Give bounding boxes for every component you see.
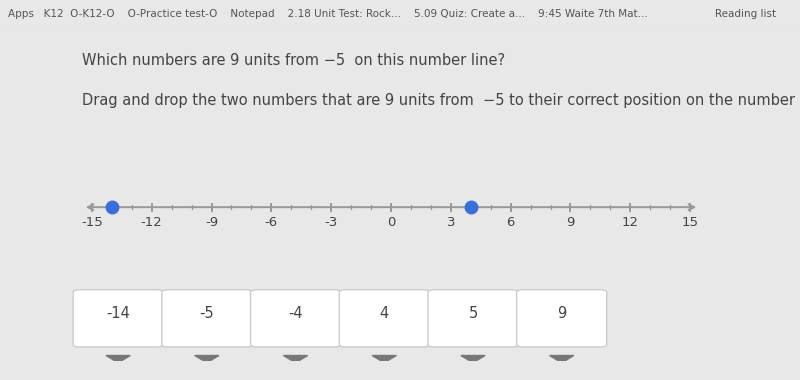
- Text: 15: 15: [682, 215, 698, 229]
- Polygon shape: [106, 356, 130, 363]
- Text: -14: -14: [106, 306, 130, 321]
- Text: -5: -5: [199, 306, 214, 321]
- Text: -6: -6: [265, 215, 278, 229]
- Text: 12: 12: [622, 215, 639, 229]
- Text: 9: 9: [557, 306, 566, 321]
- Text: Drag and drop the two numbers that are 9 units from  −5 to their correct positio: Drag and drop the two numbers that are 9…: [82, 93, 800, 108]
- Text: -15: -15: [81, 215, 102, 229]
- Text: 9: 9: [566, 215, 574, 229]
- Text: 3: 3: [446, 215, 455, 229]
- FancyBboxPatch shape: [517, 290, 606, 347]
- Text: Apps   K12  O-K12-O    O-Practice test-O    Notepad    2.18 Unit Test: Rock...  : Apps K12 O-K12-O O-Practice test-O Notep…: [8, 9, 648, 19]
- Text: 6: 6: [506, 215, 515, 229]
- Text: 5: 5: [468, 306, 478, 321]
- Text: Reading list: Reading list: [715, 9, 776, 19]
- FancyBboxPatch shape: [73, 290, 163, 347]
- FancyBboxPatch shape: [339, 290, 430, 347]
- Text: 4: 4: [380, 306, 389, 321]
- FancyBboxPatch shape: [162, 290, 252, 347]
- FancyBboxPatch shape: [428, 290, 518, 347]
- Polygon shape: [461, 356, 485, 363]
- Polygon shape: [283, 356, 308, 363]
- FancyBboxPatch shape: [250, 290, 341, 347]
- Text: -9: -9: [205, 215, 218, 229]
- Polygon shape: [194, 356, 219, 363]
- Text: Which numbers are 9 units from −5  on this number line?: Which numbers are 9 units from −5 on thi…: [82, 53, 505, 68]
- Text: -12: -12: [141, 215, 162, 229]
- Polygon shape: [372, 356, 396, 363]
- Polygon shape: [550, 356, 574, 363]
- Text: 0: 0: [387, 215, 395, 229]
- Text: -4: -4: [288, 306, 303, 321]
- Text: -3: -3: [325, 215, 338, 229]
